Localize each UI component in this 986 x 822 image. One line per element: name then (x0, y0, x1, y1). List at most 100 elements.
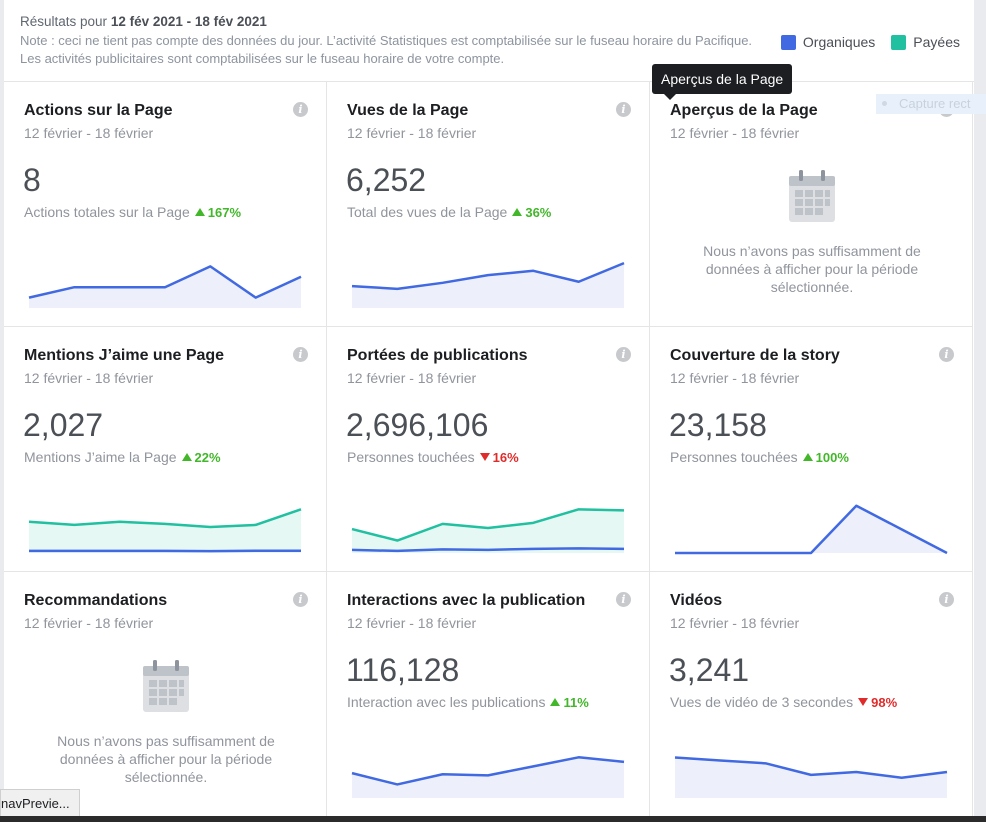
metric-card[interactable]: Recommandations 12 février - 18 février i N… (4, 572, 327, 817)
no-data-message: Nous n’avons pas suffisamment de données… (57, 733, 275, 785)
card-date-range: 12 février - 18 février (670, 125, 800, 141)
card-title: Vues de la Page (347, 102, 469, 119)
info-icon[interactable]: i (293, 347, 308, 362)
card-title: Aperçus de la Page (670, 102, 818, 119)
organic-series-line (675, 504, 948, 555)
calendar-icon (143, 660, 189, 712)
paid-series-line (351, 508, 625, 542)
arrow-up-icon (194, 208, 205, 216)
card-title: Interactions avec la publication (347, 592, 586, 609)
metric-value: 6,252 (346, 162, 427, 198)
card-date-range: 12 février - 18 février (24, 125, 154, 141)
sparkline-chart (351, 261, 625, 308)
metric-card[interactable]: Vidéos 12 février - 18 février i 3,241 Vues … (650, 572, 973, 817)
paid-series-area (29, 509, 301, 553)
card-title: Portées de publications (347, 347, 528, 364)
organic-series-area (675, 505, 947, 553)
card-title: Actions sur la Page (24, 102, 173, 119)
sparkline-chart (674, 756, 948, 798)
card-date-range: 12 février - 18 février (670, 615, 800, 631)
timezone-note: Note : ceci ne tient pas compte des donn… (20, 33, 753, 66)
change-percent: 22% (194, 450, 221, 465)
info-icon[interactable]: i (939, 347, 954, 362)
metric-value: 23,158 (669, 407, 767, 443)
organic-series-line (351, 261, 625, 291)
metric-card[interactable]: Aperçus de la Page 12 février - 18 févrie… (650, 82, 973, 327)
legend-paid-swatch (891, 34, 907, 50)
info-icon[interactable]: i (293, 592, 308, 607)
organic-series-area (675, 757, 947, 798)
card-title: Vidéos (670, 592, 723, 609)
calendar-icon (789, 170, 835, 222)
info-icon[interactable]: i (616, 347, 631, 362)
change-percent: 16% (492, 450, 519, 465)
metric-subtitle: Mentions J’aime la Page 22% (24, 449, 221, 465)
arrow-up-icon (550, 698, 561, 706)
metric-card[interactable]: Interactions avec la publication 12 févri… (327, 572, 650, 817)
paid-series-line (28, 508, 302, 529)
results-header: Résultats pour 12 fév 2021 - 18 fév 2021… (4, 0, 974, 82)
legend-paid[interactable]: Payées (891, 34, 960, 50)
taskbar (0, 816, 986, 822)
organic-series-line (28, 265, 302, 299)
metric-card[interactable]: Couverture de la story 12 février - 18 fé… (650, 327, 973, 572)
organic-series-line (674, 756, 948, 780)
change-percent: 36% (525, 205, 552, 220)
no-data-block: Nous n’avons pas suffisamment de données… (44, 660, 288, 786)
organic-series-line (351, 547, 625, 553)
metric-value: 3,241 (669, 652, 750, 688)
change-percent: 167% (207, 205, 242, 220)
card-date-range: 12 février - 18 février (347, 615, 477, 631)
metric-subtitle: Total des vues de la Page 36% (347, 204, 552, 220)
organic-series-area (352, 757, 624, 798)
metric-subtitle: Personnes touchées 100% (670, 449, 849, 465)
metric-card[interactable]: Vues de la Page 12 février - 18 février i 6… (327, 82, 650, 327)
results-range: Résultats pour 12 fév 2021 - 18 fév 2021 (20, 14, 267, 29)
metric-value: 2,027 (23, 407, 104, 443)
info-icon[interactable]: i (616, 102, 631, 117)
paid-series-area (352, 509, 624, 553)
metric-card[interactable]: Portées de publications 12 février - 18 f… (327, 327, 650, 572)
metric-value: 8 (23, 162, 41, 198)
sparkline-chart (28, 265, 302, 308)
card-date-range: 12 février - 18 février (24, 615, 154, 631)
metric-value: 2,696,106 (346, 407, 489, 443)
card-title: Recommandations (24, 592, 168, 609)
info-icon[interactable]: i (939, 592, 954, 607)
metric-card[interactable]: Actions sur la Page 12 février - 18 févri… (4, 82, 327, 327)
capture-dot-icon (882, 101, 887, 106)
capture-rect-overlay[interactable]: Capture rect (876, 94, 986, 114)
nav-preview-tab[interactable]: navPrevie... (0, 789, 80, 817)
metric-subtitle: Interaction avec les publications 11% (347, 694, 589, 710)
card-date-range: 12 février - 18 février (347, 125, 477, 141)
change-percent: 11% (563, 695, 589, 710)
legend: Organiques Payées (765, 34, 960, 50)
metric-subtitle: Actions totales sur la Page 167% (24, 204, 242, 220)
metric-card[interactable]: Mentions J’aime une Page 12 février - 18 … (4, 327, 327, 572)
card-title: Couverture de la story (670, 347, 840, 364)
change-percent: 100% (815, 450, 849, 465)
organic-series-line (351, 756, 625, 786)
card-title: Mentions J’aime une Page (24, 347, 225, 364)
no-data-block: Nous n’avons pas suffisamment de données… (690, 170, 934, 296)
metric-value: 116,128 (346, 652, 460, 688)
change-percent: 98% (871, 695, 898, 710)
legend-organic-swatch (780, 34, 796, 50)
arrow-up-icon (512, 208, 523, 216)
legend-organic[interactable]: Organiques (780, 34, 875, 50)
tooltip: Aperçus de la Page (652, 64, 793, 100)
metric-subtitle: Personnes touchées 16% (347, 449, 519, 465)
sparkline-chart (675, 504, 948, 555)
card-date-range: 12 février - 18 février (24, 370, 154, 386)
arrow-down-icon (858, 698, 869, 706)
info-icon[interactable]: i (616, 592, 631, 607)
card-date-range: 12 février - 18 février (670, 370, 800, 386)
arrow-up-icon (181, 453, 192, 461)
metric-subtitle: Vues de vidéo de 3 secondes 98% (670, 694, 898, 710)
sparkline-chart (28, 508, 302, 553)
organic-series-area (29, 266, 301, 308)
organic-series-area (352, 263, 624, 308)
info-icon[interactable]: i (293, 102, 308, 117)
arrow-down-icon (479, 453, 490, 461)
card-date-range: 12 février - 18 février (347, 370, 477, 386)
